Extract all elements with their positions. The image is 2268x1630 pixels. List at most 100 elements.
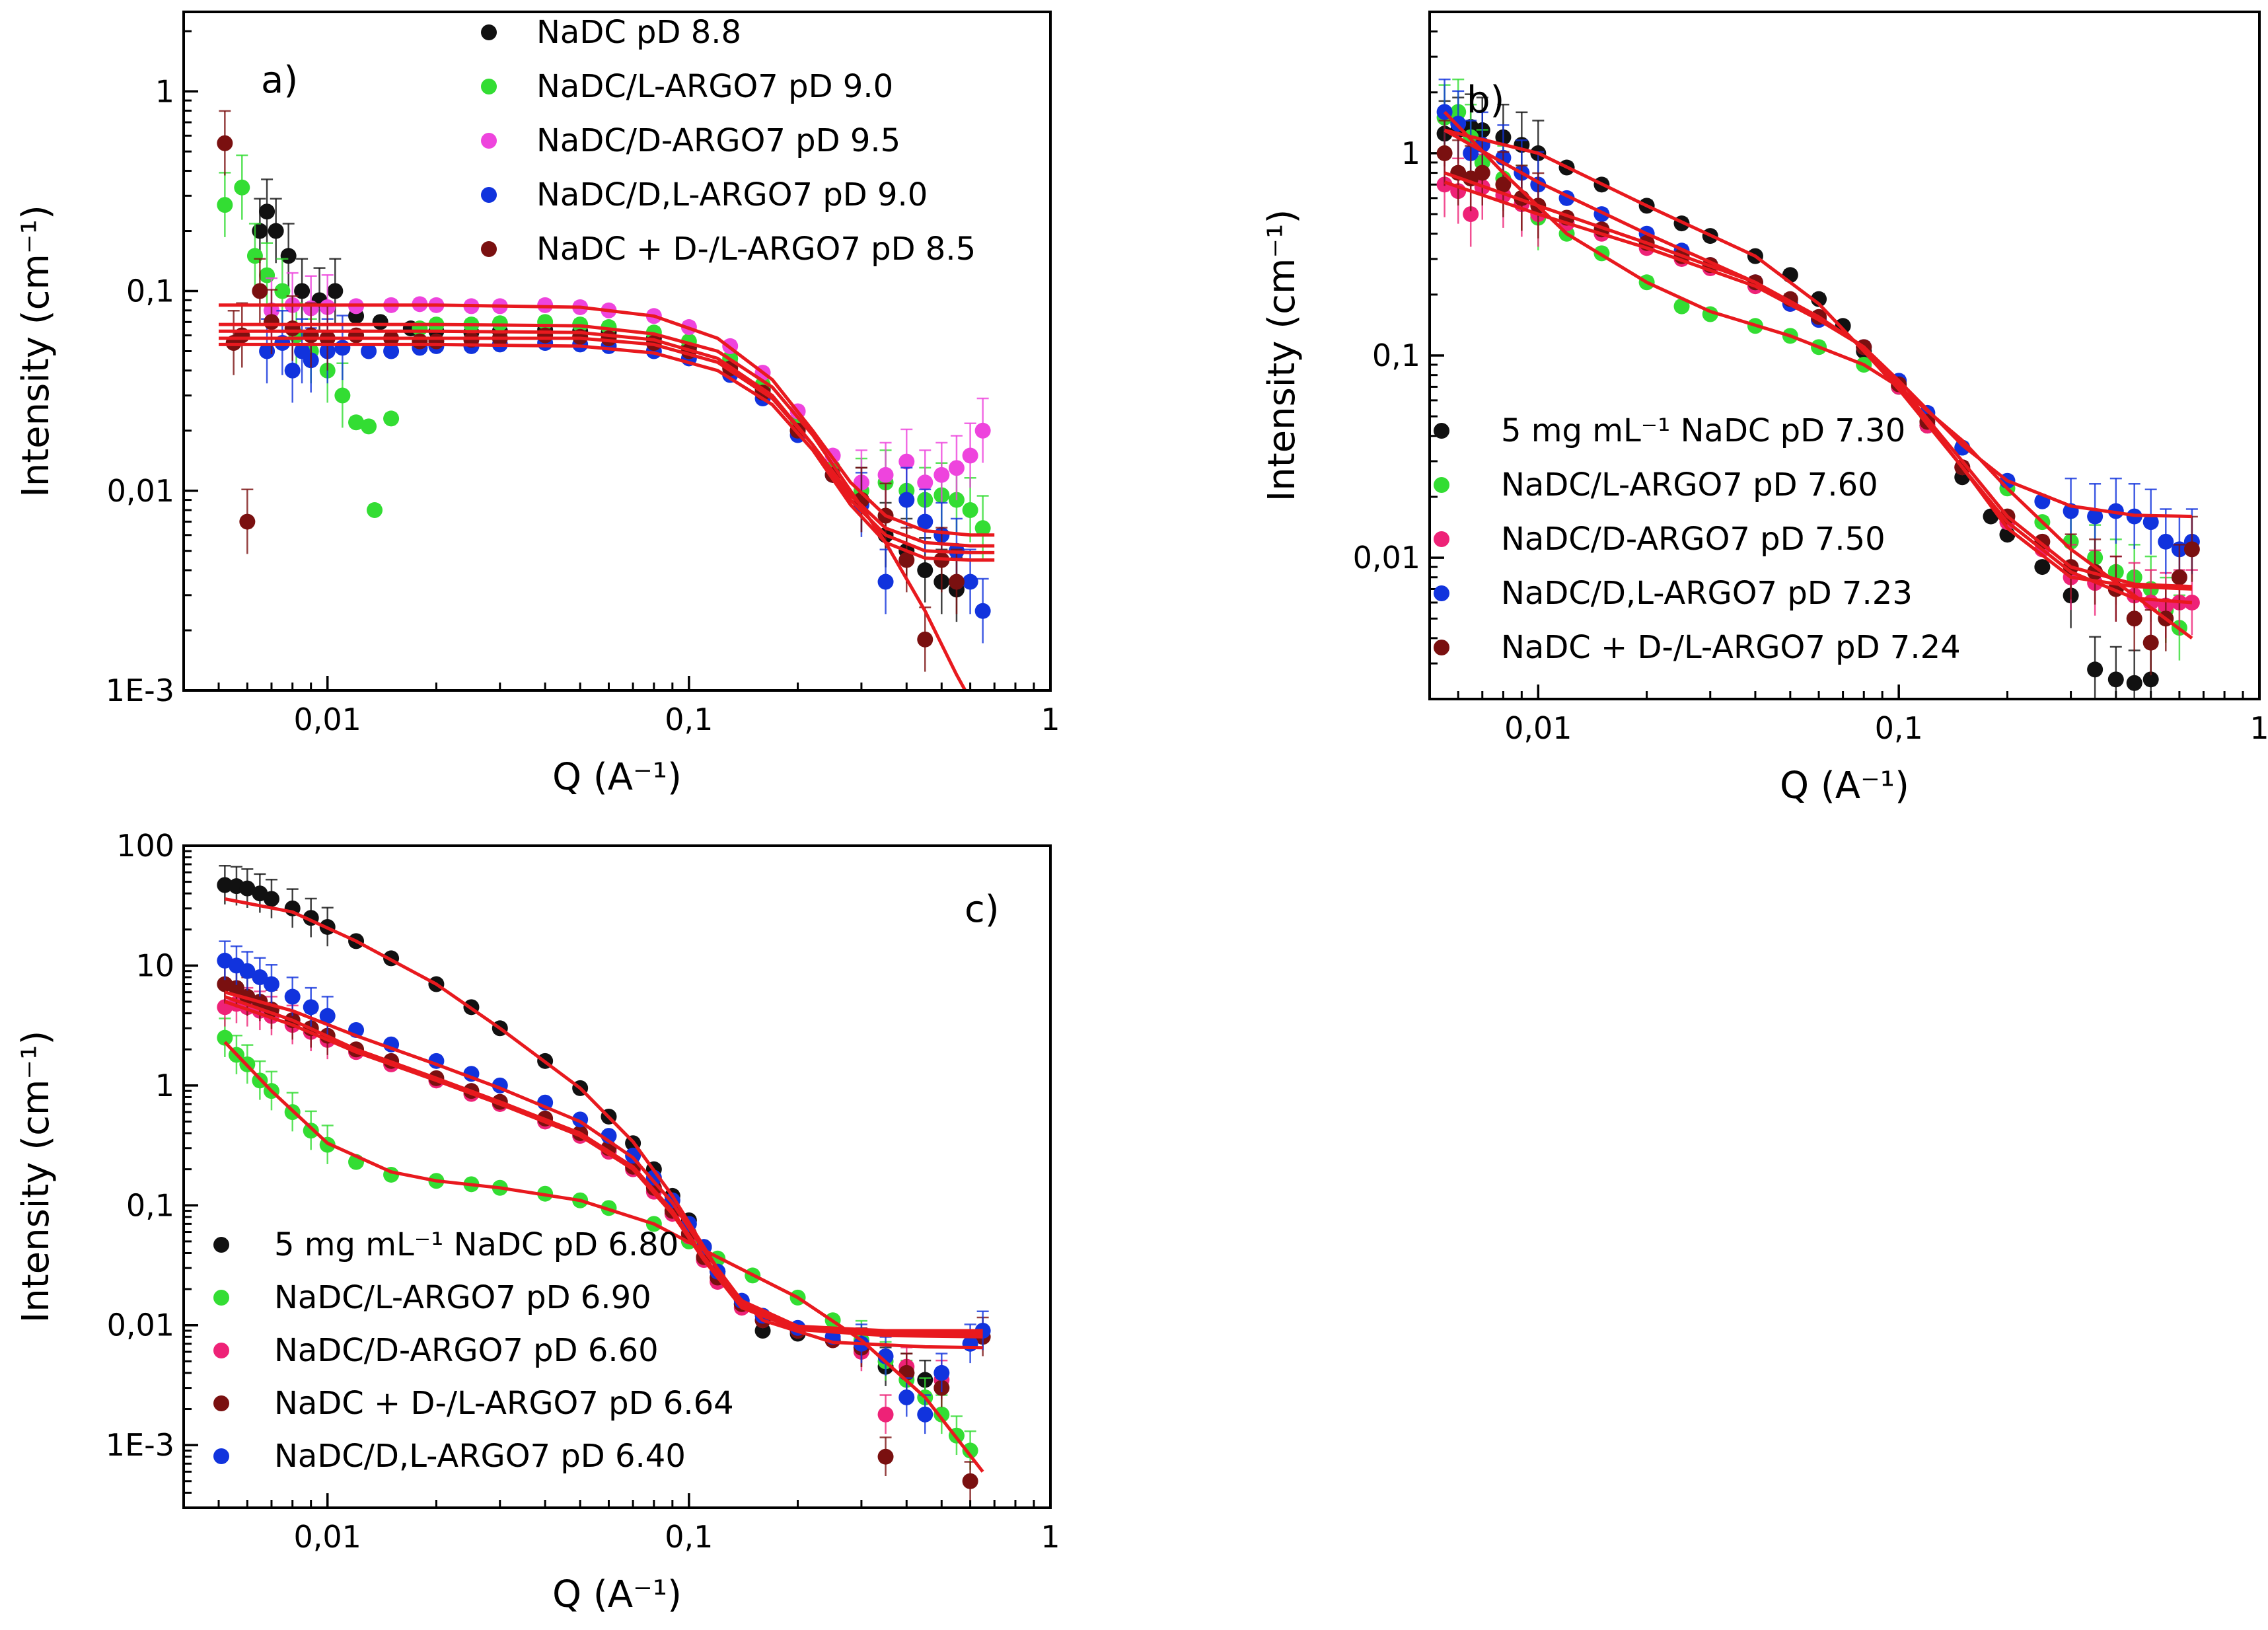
data-point	[217, 1029, 233, 1046]
data-point	[917, 474, 933, 491]
data-point	[239, 513, 256, 530]
data-point	[2087, 661, 2103, 678]
x-tick-label: 0,01	[1504, 710, 1572, 746]
fit-line	[224, 995, 983, 1335]
data-point	[1474, 165, 1490, 181]
data-point	[1463, 206, 1479, 223]
data-point	[962, 1442, 978, 1459]
x-axis-title: Q (A⁻¹)	[552, 1573, 682, 1616]
legend-label: NaDC/D,L-ARGO7 pD 9.0	[536, 176, 928, 213]
x-tick-label: 0,1	[665, 1519, 713, 1555]
data-point	[217, 197, 233, 213]
data-point	[2142, 634, 2159, 651]
data-point	[2158, 533, 2174, 550]
y-tick-label: 1	[155, 1068, 174, 1103]
legend-marker	[481, 187, 497, 203]
data-point	[361, 418, 377, 435]
data-point	[898, 492, 915, 508]
y-tick-label: 0,01	[1353, 540, 1420, 575]
data-point	[2107, 671, 2124, 688]
data-point	[974, 603, 991, 619]
data-point	[1436, 145, 1453, 161]
fit-line	[1443, 110, 2193, 640]
legend-marker	[481, 79, 497, 94]
panel-label: b)	[1467, 79, 1504, 122]
fit-line	[1444, 128, 2193, 591]
fit-line	[219, 342, 995, 562]
legend-marker	[481, 24, 497, 40]
data-point	[974, 422, 991, 439]
data-point	[280, 248, 297, 264]
legend-label: NaDC/D-ARGO7 pD 9.5	[536, 122, 900, 159]
legend-label: 5 mg mL⁻¹ NaDC pD 6.80	[274, 1226, 678, 1263]
data-point	[877, 1406, 894, 1423]
fit-line	[1444, 171, 2193, 589]
x-axis-title: Q (A⁻¹)	[552, 756, 682, 799]
data-point	[2171, 569, 2187, 585]
data-point	[877, 574, 894, 590]
plot-frame	[182, 844, 1052, 1509]
y-tick-label: 0,1	[126, 274, 174, 309]
legend: NaDC pD 8.8 NaDC/L-ARGO7 pD 9.0 NaDC/D-ARG…	[481, 14, 976, 268]
plot-data	[217, 110, 995, 690]
x-tick-label: 0,01	[294, 1519, 361, 1555]
data-point	[917, 562, 933, 579]
data-point	[334, 387, 351, 404]
data-point	[263, 976, 279, 992]
data-point	[348, 414, 365, 431]
data-point	[228, 980, 244, 996]
data-point	[303, 999, 319, 1016]
data-point	[284, 362, 301, 379]
data-point	[2087, 508, 2103, 525]
y-tick-label: 100	[116, 828, 174, 864]
x-axis-title: Q (A⁻¹)	[1780, 764, 1909, 807]
data-point	[217, 877, 233, 893]
y-axis-title: Intensity (cm⁻¹)	[15, 205, 57, 498]
legend-marker	[1434, 531, 1449, 547]
y-tick-label: 10	[135, 947, 174, 983]
data-point	[1811, 291, 1827, 307]
data-point	[877, 466, 894, 483]
data-point	[246, 248, 263, 264]
data-point	[319, 1008, 336, 1024]
plot-data	[217, 864, 991, 1501]
data-point	[537, 327, 554, 344]
y-axis-title: Intensity (cm⁻¹)	[1261, 209, 1303, 502]
data-point	[948, 574, 965, 590]
y-axis-title: Intensity (cm⁻¹)	[15, 1031, 57, 1323]
data-point	[625, 1147, 641, 1164]
data-point	[239, 963, 256, 979]
legend-marker	[481, 133, 497, 149]
panel-b: 0,01 0,1 1 0,01 0,1 1 Q (A⁻¹) Intensity (cm⁻¹) b…	[1261, 11, 2268, 807]
y-tick-label: 1E-3	[106, 1427, 174, 1463]
legend: 5 mg mL⁻¹ NaDC pD 7.30 NaDC/L-ARGO7 pD 7.…	[1434, 412, 1961, 666]
y-tick-label: 1E-3	[106, 673, 174, 708]
data-point	[383, 343, 400, 359]
data-point	[2142, 671, 2159, 688]
x-tick-label: 1	[1041, 702, 1060, 737]
data-point	[2034, 559, 2051, 575]
fit-line	[223, 1041, 984, 1473]
legend-marker	[213, 1290, 229, 1306]
panel-label: c)	[965, 888, 1000, 931]
data-point	[962, 574, 978, 590]
data-point	[2126, 675, 2142, 691]
data-point	[268, 223, 284, 239]
legend-label: NaDC/L-ARGO7 pD 9.0	[536, 68, 893, 105]
legend-marker	[481, 241, 497, 257]
legend-label: NaDC/D-ARGO7 pD 7.50	[1501, 521, 1885, 558]
data-point	[917, 1406, 933, 1423]
data-point	[334, 340, 351, 356]
data-point	[294, 283, 311, 299]
data-point	[877, 1448, 894, 1465]
data-point	[898, 453, 915, 470]
data-point	[217, 135, 233, 151]
legend-label: NaDC + D-/L-ARGO7 pD 7.24	[1501, 629, 1961, 666]
fit-line	[224, 897, 983, 1350]
data-point	[898, 552, 915, 568]
data-point	[274, 283, 291, 299]
legend-marker	[213, 1237, 229, 1253]
legend-label: NaDC/L-ARGO7 pD 6.90	[274, 1279, 651, 1316]
data-point	[252, 223, 268, 239]
